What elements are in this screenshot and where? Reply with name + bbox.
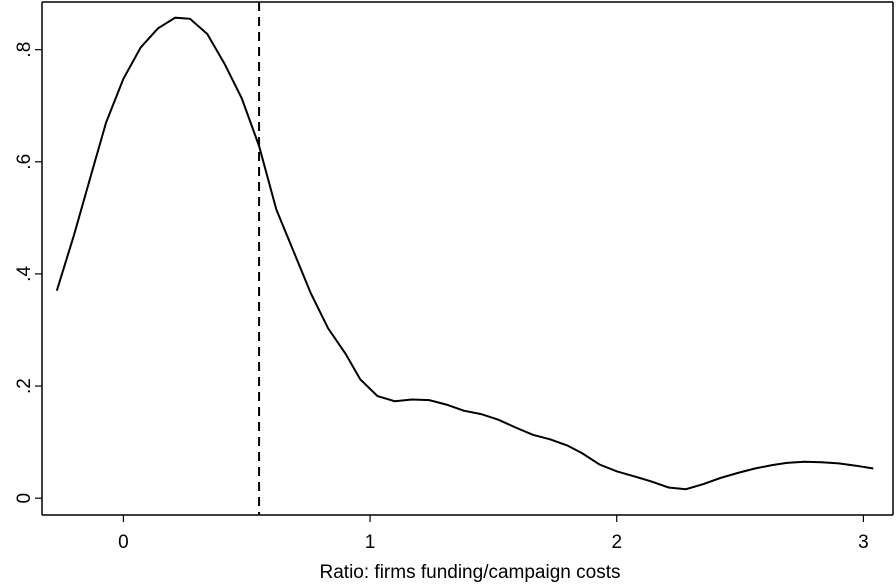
x-tick-label: 3 — [858, 532, 869, 553]
density-curve — [55, 16, 874, 491]
y-tick-label: .8 — [14, 42, 35, 58]
x-tick-label: 1 — [365, 532, 376, 553]
x-tick-label: 0 — [118, 532, 129, 553]
y-axis-ticks: 0 .2 .4 .6 .8 — [14, 42, 42, 504]
plot-frame — [41, 1, 894, 516]
x-axis-ticks: 0 1 2 3 — [118, 515, 869, 553]
y-tick-label: .4 — [14, 266, 35, 282]
y-tick-label: .6 — [14, 154, 35, 170]
y-tick-label: 0 — [14, 493, 35, 504]
y-tick-label: .2 — [14, 378, 35, 394]
x-axis-title: Ratio: firms funding/campaign costs — [320, 562, 621, 583]
x-tick-label: 2 — [611, 532, 622, 553]
